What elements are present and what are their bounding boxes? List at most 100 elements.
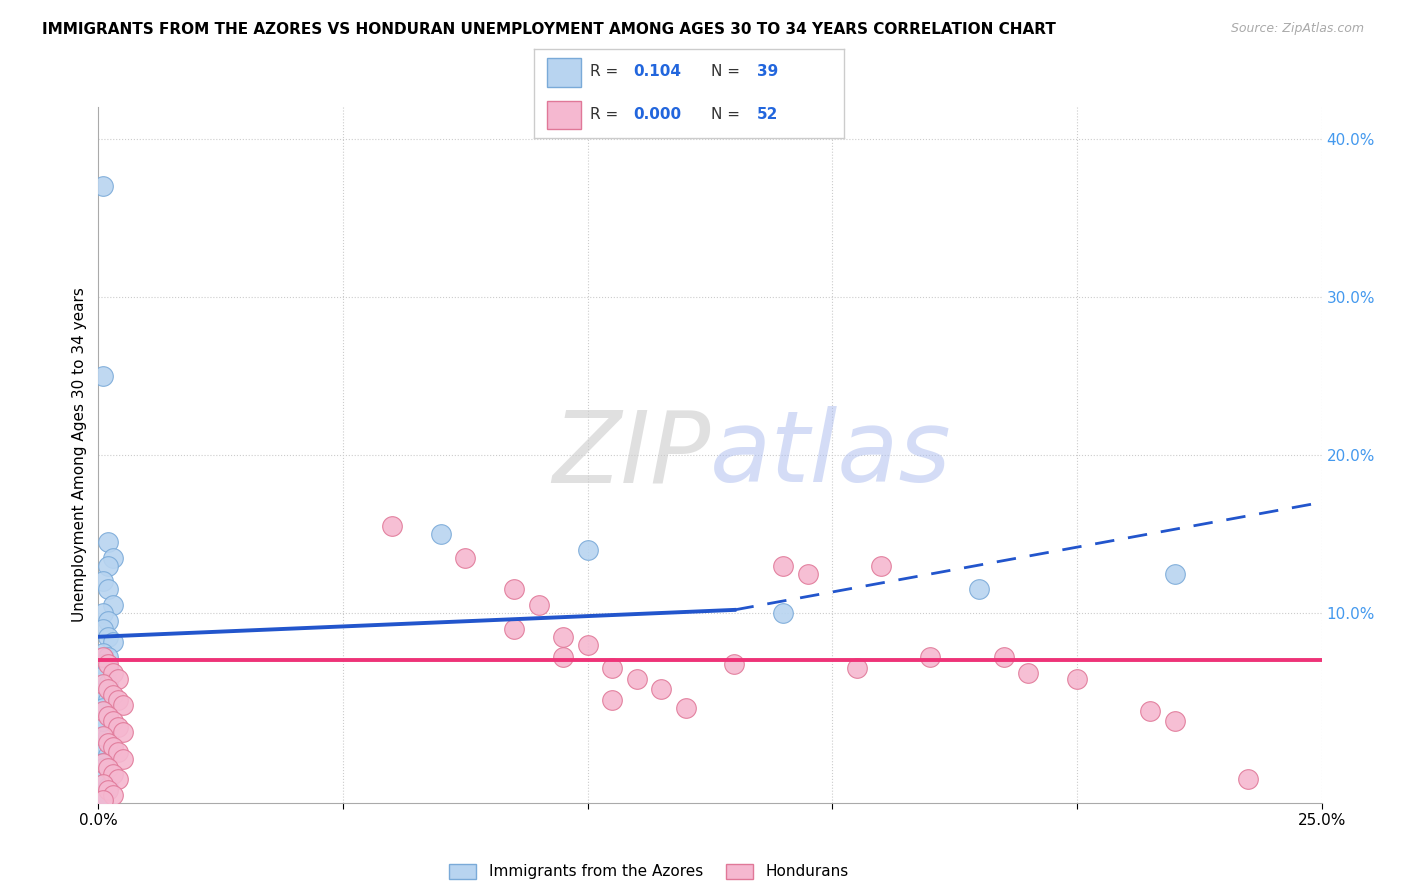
Point	[576, 542, 599, 557]
Point	[91, 792, 114, 806]
Point	[91, 606, 114, 620]
Point	[91, 701, 114, 715]
Point	[91, 756, 114, 771]
Point	[1066, 673, 1088, 687]
Point	[111, 698, 134, 712]
Point	[97, 748, 120, 763]
Point	[454, 550, 477, 565]
Point	[101, 767, 124, 781]
Point	[97, 693, 120, 707]
Point	[111, 724, 134, 739]
Y-axis label: Unemployment Among Ages 30 to 34 years: Unemployment Among Ages 30 to 34 years	[72, 287, 87, 623]
Point	[553, 630, 575, 644]
Point	[1164, 714, 1187, 728]
Text: 39: 39	[756, 64, 779, 79]
Point	[91, 730, 114, 744]
Point	[1139, 704, 1161, 718]
Point	[91, 720, 114, 734]
Point	[107, 772, 129, 786]
Point	[797, 566, 820, 581]
Text: N =: N =	[710, 107, 744, 122]
Point	[111, 751, 134, 765]
Point	[97, 708, 120, 723]
Point	[91, 179, 114, 194]
Point	[1237, 772, 1260, 786]
Point	[91, 368, 114, 383]
Legend: Immigrants from the Azores, Hondurans: Immigrants from the Azores, Hondurans	[443, 857, 855, 886]
Point	[650, 681, 672, 696]
Point	[920, 650, 942, 665]
Point	[97, 614, 120, 628]
Point	[101, 550, 124, 565]
Text: 0.000: 0.000	[633, 107, 682, 122]
Point	[101, 598, 124, 612]
Point	[97, 761, 120, 775]
Point	[97, 657, 120, 671]
Point	[723, 657, 745, 671]
Bar	[547, 58, 581, 87]
Point	[91, 788, 114, 802]
Point	[553, 650, 575, 665]
Point	[97, 708, 120, 723]
Point	[91, 714, 114, 728]
Point	[91, 622, 114, 636]
Point	[503, 622, 526, 636]
Text: 52: 52	[756, 107, 779, 122]
Point	[91, 756, 114, 771]
Point	[97, 630, 120, 644]
Text: N =: N =	[710, 64, 744, 79]
Point	[97, 650, 120, 665]
Point	[101, 634, 124, 648]
Point	[91, 657, 114, 671]
Point	[97, 661, 120, 675]
Point	[600, 693, 623, 707]
Point	[576, 638, 599, 652]
Text: R =: R =	[591, 64, 623, 79]
Point	[91, 761, 114, 775]
Point	[626, 673, 648, 687]
Point	[107, 693, 129, 707]
Text: R =: R =	[591, 107, 623, 122]
Point	[430, 527, 453, 541]
Point	[503, 582, 526, 597]
Point	[845, 661, 868, 675]
Point	[870, 558, 893, 573]
Point	[101, 788, 124, 802]
Point	[97, 736, 120, 750]
Point	[993, 650, 1015, 665]
Point	[91, 777, 114, 791]
Point	[91, 685, 114, 699]
Point	[772, 606, 794, 620]
Point	[91, 704, 114, 718]
Point	[97, 677, 120, 691]
Point	[381, 519, 404, 533]
Point	[97, 681, 120, 696]
Text: 0.104: 0.104	[633, 64, 682, 79]
Point	[107, 673, 129, 687]
Point	[91, 740, 114, 755]
Point	[101, 666, 124, 681]
Point	[107, 745, 129, 759]
Point	[91, 646, 114, 660]
Point	[91, 669, 114, 683]
Point	[97, 582, 120, 597]
Point	[1017, 666, 1039, 681]
Text: Source: ZipAtlas.com: Source: ZipAtlas.com	[1230, 22, 1364, 36]
Text: IMMIGRANTS FROM THE AZORES VS HONDURAN UNEMPLOYMENT AMONG AGES 30 TO 34 YEARS CO: IMMIGRANTS FROM THE AZORES VS HONDURAN U…	[42, 22, 1056, 37]
Point	[101, 688, 124, 702]
Point	[97, 780, 120, 794]
Point	[97, 783, 120, 797]
Point	[675, 701, 697, 715]
Point	[91, 772, 114, 786]
Text: ZIP: ZIP	[551, 407, 710, 503]
Point	[527, 598, 550, 612]
Point	[1164, 566, 1187, 581]
Point	[97, 730, 120, 744]
Point	[97, 534, 120, 549]
Point	[967, 582, 990, 597]
Point	[97, 558, 120, 573]
Point	[91, 574, 114, 589]
Point	[107, 720, 129, 734]
Bar	[547, 101, 581, 129]
Point	[600, 661, 623, 675]
